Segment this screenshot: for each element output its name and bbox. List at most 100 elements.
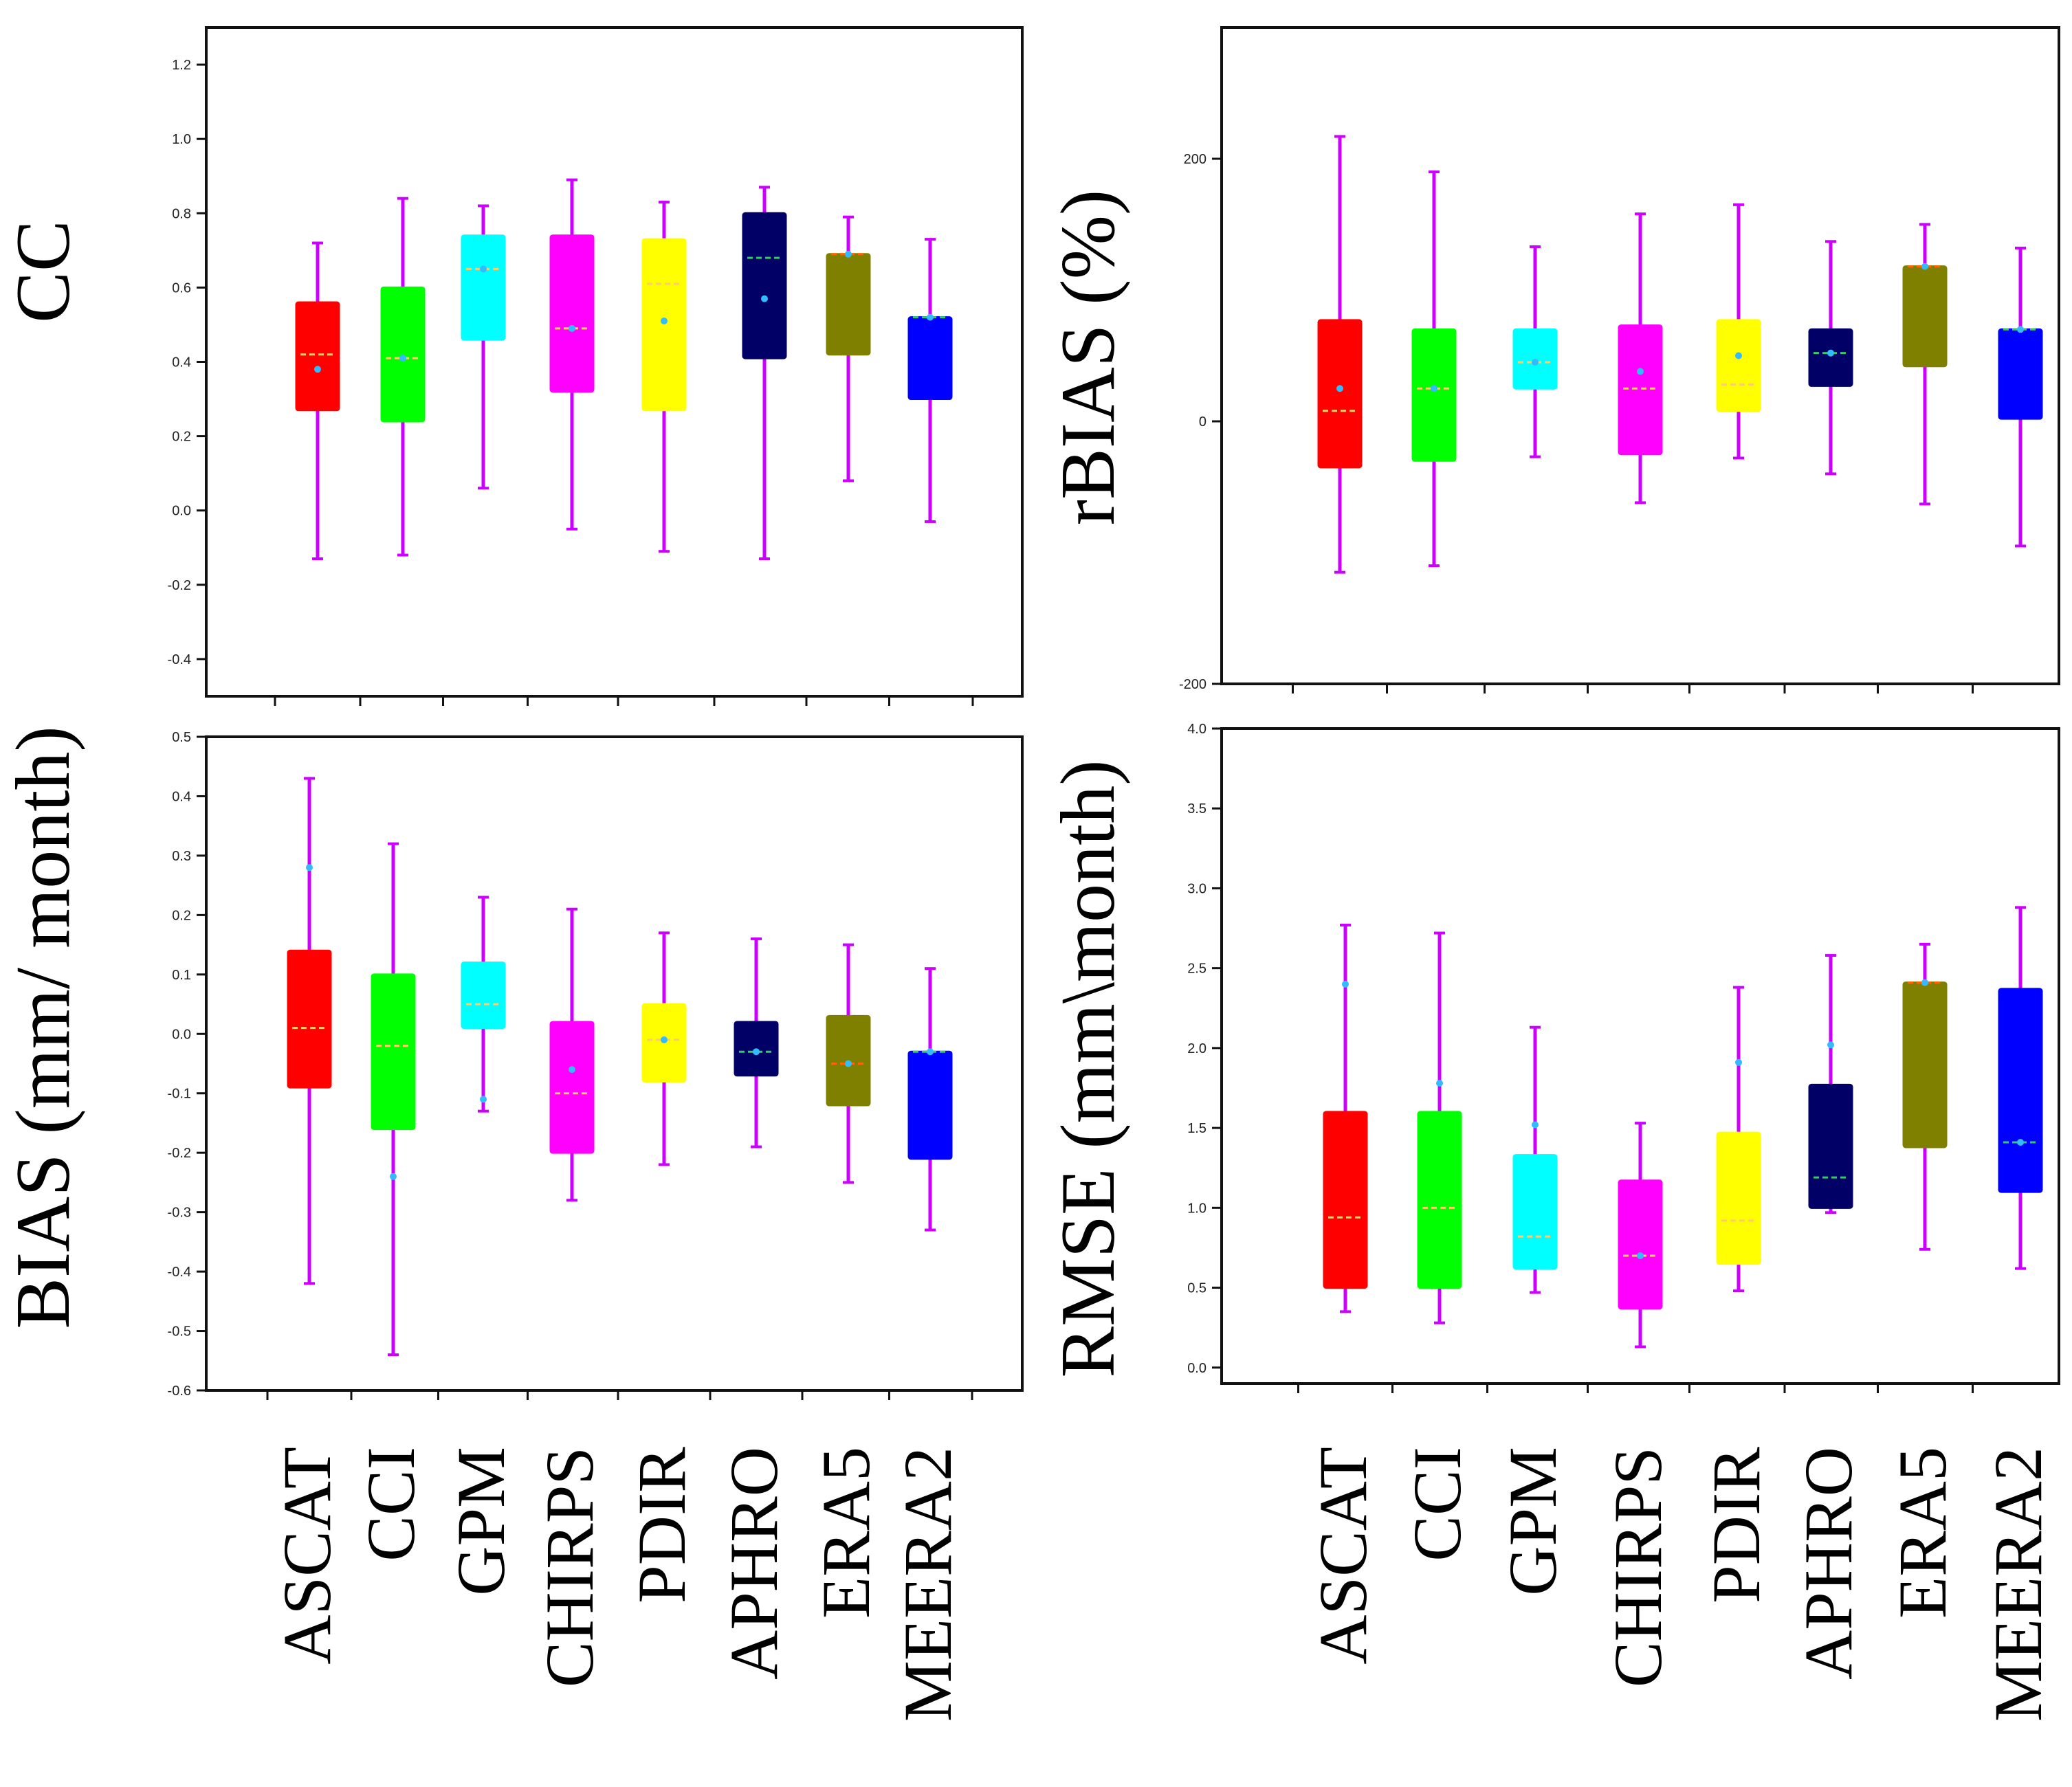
- rmse-mean-aphro: [1827, 1041, 1834, 1049]
- bias-ytick-label: -0.1: [168, 1087, 191, 1102]
- cc-box-aphro: [742, 212, 787, 359]
- bias-ytick-label: -0.4: [168, 1265, 191, 1280]
- rbias-ytick-label: 200: [1184, 152, 1206, 167]
- cc-ytick-label: 0.2: [172, 430, 191, 445]
- cc-ytick-label: 0.4: [172, 355, 191, 370]
- right-category-label-meera2: MEERA2: [1980, 1447, 2056, 1722]
- right-category-label-gpm: GPM: [1495, 1447, 1571, 1596]
- rbias-box-cci: [1411, 328, 1457, 462]
- left-category-label-pdir: PDIR: [624, 1447, 700, 1603]
- cc-ytick-label: 1.0: [172, 132, 191, 147]
- rmse-box-aphro: [1808, 1083, 1853, 1209]
- rmse-mean-chirps: [1637, 1252, 1644, 1260]
- rmse-box-chirps: [1618, 1179, 1663, 1310]
- rmse-box-cci: [1417, 1111, 1462, 1289]
- bias-ytick-label: 0.5: [172, 730, 191, 745]
- cc-box-gpm: [461, 234, 506, 341]
- left-category-label-chirps: CHIRPS: [531, 1447, 608, 1687]
- left-category-label-aphro: APHRO: [716, 1447, 792, 1680]
- bias-panel: -0.6 -0.5 -0.4 -0.3 -0.2 -0.1 0.0 0.1 0.2 0.3 0.4 0…: [1, 726, 1024, 1400]
- rmse-ytick-label: 2.0: [1187, 1041, 1206, 1056]
- cc-box-era5: [826, 253, 871, 356]
- bias-ytick-label: 0.3: [172, 849, 191, 864]
- bias-ytick-label: 0.2: [172, 908, 191, 923]
- left-category-label-cci: CCI: [353, 1447, 429, 1562]
- left-category-label-gpm: GPM: [443, 1447, 519, 1596]
- bias-box-chirps: [549, 1021, 595, 1154]
- right-category-label-ascat: ASCAT: [1305, 1447, 1381, 1665]
- cc-mean-pdir: [661, 318, 668, 325]
- right-category-label-chirps: CHIRPS: [1600, 1447, 1676, 1687]
- bias-ytick-label: -0.3: [168, 1206, 191, 1221]
- bias-ytick-label: -0.6: [168, 1384, 191, 1399]
- right-category-label-era5: ERA5: [1884, 1447, 1961, 1619]
- bias-mean-era5: [845, 1060, 852, 1067]
- cc-mean-gpm: [480, 265, 487, 273]
- rmse-box-gpm: [1512, 1154, 1558, 1270]
- rbias-mean-cci: [1431, 385, 1437, 392]
- rbias-mean-ascat: [1336, 385, 1343, 392]
- bias-ytick-label: -0.2: [168, 1146, 191, 1161]
- rmse-box-ascat: [1323, 1111, 1368, 1289]
- cc-ytick-label: 0.8: [172, 206, 191, 221]
- bias-ytick-label: -0.5: [168, 1324, 191, 1340]
- cc-ytick-label: 0.6: [172, 280, 191, 296]
- rbias-mean-chirps: [1637, 368, 1644, 375]
- bias-mean-cci: [390, 1173, 397, 1180]
- right-category-label-cci: CCI: [1399, 1447, 1475, 1562]
- rmse-box-era5: [1902, 981, 1948, 1148]
- cc-box-meera2: [907, 316, 953, 401]
- rmse-ytick-label: 2.5: [1187, 962, 1206, 977]
- rbias-box-era5: [1902, 265, 1948, 368]
- right-category-label-aphro: APHRO: [1790, 1447, 1866, 1680]
- rmse-panel: 0.0 0.5 1.0 1.5 2.0 2.5 3.0 3.5 4.0 RMSE (mm\mont…: [1046, 722, 2060, 1393]
- rmse-ytick-label: 3.5: [1187, 801, 1206, 817]
- rmse-ytick-label: 1.5: [1187, 1121, 1206, 1136]
- category-labels-left: ASCAT CCI GPM CHIRPS PDIR APHRO ERA5 MEERA2: [269, 1447, 966, 1722]
- rbias-ytick-label: -200: [1179, 677, 1206, 692]
- rbias-box-ascat: [1317, 319, 1363, 469]
- cc-mean-ascat: [314, 366, 321, 373]
- rmse-mean-era5: [1921, 979, 1928, 986]
- bias-box-ascat: [287, 949, 332, 1089]
- cc-ytick-label: -0.2: [168, 578, 191, 593]
- rmse-box-pdir: [1716, 1131, 1761, 1265]
- rbias-box-chirps: [1618, 324, 1663, 456]
- left-category-label-ascat: ASCAT: [269, 1447, 345, 1665]
- cc-mean-cci: [399, 355, 406, 362]
- cc-ylabel: CC: [1, 220, 86, 322]
- rmse-ytick-label: 4.0: [1187, 722, 1206, 737]
- cc-mean-meera2: [927, 313, 934, 321]
- rmse-mean-pdir: [1735, 1058, 1742, 1066]
- cc-ytick-label: -0.4: [168, 652, 191, 667]
- rmse-box-meera2: [1998, 988, 2043, 1193]
- cc-box-chirps: [549, 234, 595, 393]
- bias-ytick-label: 0.1: [172, 968, 191, 983]
- rbias-box-meera2: [1998, 328, 2043, 420]
- bias-mean-pdir: [661, 1036, 668, 1043]
- cc-mean-era5: [845, 250, 852, 258]
- bias-box-meera2: [907, 1050, 953, 1160]
- bias-mean-aphro: [753, 1048, 760, 1056]
- bias-box-gpm: [461, 962, 506, 1030]
- rmse-mean-cci: [1436, 1080, 1443, 1087]
- rbias-mean-pdir: [1735, 352, 1742, 359]
- left-category-label-era5: ERA5: [808, 1447, 884, 1619]
- rbias-box-pdir: [1716, 319, 1761, 412]
- rmse-plot-frame: [1220, 727, 2060, 1385]
- rmse-ytick-label: 0.0: [1187, 1361, 1206, 1376]
- cc-mean-chirps: [569, 324, 575, 332]
- bias-mean-chirps: [569, 1066, 575, 1074]
- rmse-ytick-label: 1.0: [1187, 1201, 1206, 1216]
- left-category-label-meera2: MEERA2: [890, 1447, 966, 1722]
- rbias-plot-frame: [1220, 26, 2060, 685]
- rbias-ytick-label: 0: [1199, 414, 1206, 430]
- rmse-ytick-label: 0.5: [1187, 1281, 1206, 1296]
- cc-mean-aphro: [761, 295, 768, 302]
- rmse-mean-meera2: [2017, 1139, 2024, 1146]
- cc-box-pdir: [641, 238, 687, 412]
- cc-panel: -0.4 -0.2 0.0 0.2 0.4 0.6 0.8 1.0 1.2 CC: [1, 26, 1024, 706]
- rmse-ytick-label: 3.0: [1187, 881, 1206, 896]
- right-category-label-pdir: PDIR: [1698, 1447, 1774, 1603]
